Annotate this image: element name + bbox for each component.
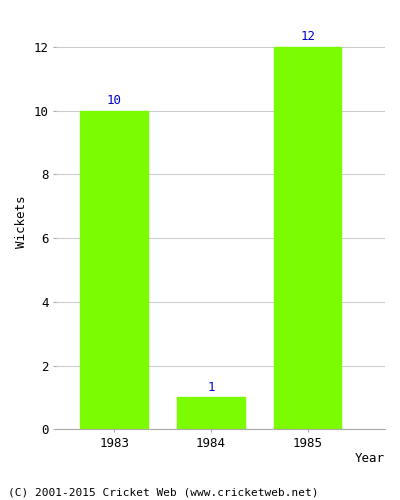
Bar bbox=[80, 110, 148, 430]
Text: (C) 2001-2015 Cricket Web (www.cricketweb.net): (C) 2001-2015 Cricket Web (www.cricketwe… bbox=[8, 488, 318, 498]
Y-axis label: Wickets: Wickets bbox=[15, 196, 28, 248]
Bar bbox=[274, 47, 342, 430]
Text: 1: 1 bbox=[207, 380, 215, 394]
Text: Year: Year bbox=[355, 452, 385, 465]
Text: 10: 10 bbox=[107, 94, 122, 107]
Text: 12: 12 bbox=[300, 30, 315, 43]
Bar bbox=[177, 398, 245, 430]
